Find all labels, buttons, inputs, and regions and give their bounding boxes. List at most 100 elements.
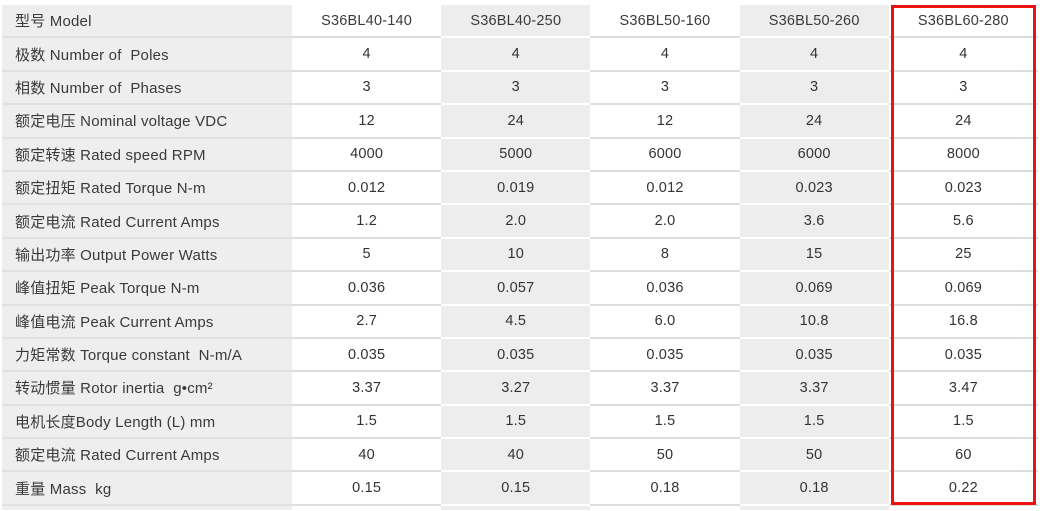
value-cell: 5	[292, 237, 442, 273]
value-cell: 50	[590, 438, 740, 473]
table-row: 额定电流 Rated Current Amps 1.2 2.0 2.0 3.6 5.6	[2, 204, 1038, 239]
value-cell: 2.0	[441, 204, 591, 239]
value-cell: 0.036	[292, 271, 442, 306]
value-cell: 3.37	[590, 371, 740, 406]
table-row: 额定电压 Nominal voltage VDC 12 24 12 24 24	[2, 104, 1038, 139]
header-model-cell: S36BL40-140	[292, 5, 442, 39]
value-cell: 4	[292, 37, 442, 72]
table-row: 额定电流 Rated Current Amps 40 40 50 50 60	[2, 438, 1038, 473]
row-label-cell: 电机长度Body Length (L) mm	[2, 404, 292, 440]
value-cell: 0.069	[888, 271, 1038, 306]
value-cell: 1.5	[590, 404, 740, 440]
value-cell: 25	[888, 237, 1038, 273]
value-cell: 8000	[888, 137, 1038, 172]
bottom-strip	[2, 504, 1038, 510]
bottom-strip-cell	[2, 504, 292, 510]
value-cell: 2.0	[590, 204, 740, 239]
value-cell: 10	[441, 237, 591, 273]
value-cell: 3	[292, 70, 442, 106]
value-cell: 1.2	[292, 204, 442, 239]
value-cell: 1.5	[292, 404, 442, 440]
value-cell: 15	[739, 237, 889, 273]
value-cell: 3.47	[888, 371, 1038, 406]
value-cell: 3	[441, 70, 591, 106]
value-cell: 5000	[441, 137, 591, 172]
header-row: 型号 Model S36BL40-140 S36BL40-250 S36BL50-16…	[2, 5, 1038, 39]
value-cell: 24	[739, 104, 889, 139]
header-model-cell: S36BL60-280	[888, 5, 1038, 39]
row-label-cell: 额定扭矩 Rated Torque N-m	[2, 170, 292, 206]
table-row: 电机长度Body Length (L) mm 1.5 1.5 1.5 1.5 1.5	[2, 404, 1038, 440]
value-cell: 6000	[590, 137, 740, 172]
value-cell: 40	[292, 438, 442, 473]
value-cell: 3	[590, 70, 740, 106]
value-cell: 1.5	[441, 404, 591, 440]
motor-spec-table: 型号 Model S36BL40-140 S36BL40-250 S36BL50-16…	[2, 5, 1038, 510]
value-cell: 3.27	[441, 371, 591, 406]
value-cell: 0.057	[441, 271, 591, 306]
row-label-cell: 额定电压 Nominal voltage VDC	[2, 104, 292, 139]
value-cell: 4.5	[441, 304, 591, 339]
value-cell: 0.036	[590, 271, 740, 306]
table-row: 力矩常数 Torque constant N-m/A 0.035 0.035 0.03…	[2, 337, 1038, 373]
value-cell: 4000	[292, 137, 442, 172]
table-row: 极数 Number of Poles 4 4 4 4 4	[2, 37, 1038, 72]
value-cell: 0.069	[739, 271, 889, 306]
value-cell: 0.035	[590, 337, 740, 373]
value-cell: 0.15	[292, 471, 442, 506]
table-row: 输出功率 Output Power Watts 5 10 8 15 25	[2, 237, 1038, 273]
header-model-cell: S36BL40-250	[441, 5, 591, 39]
table-row: 峰值扭矩 Peak Torque N-m 0.036 0.057 0.036 0.069…	[2, 271, 1038, 306]
value-cell: 6000	[739, 137, 889, 172]
bottom-strip-cell	[292, 504, 442, 510]
value-cell: 1.5	[739, 404, 889, 440]
value-cell: 0.035	[441, 337, 591, 373]
value-cell: 3	[739, 70, 889, 106]
row-label-cell: 额定电流 Rated Current Amps	[2, 438, 292, 473]
value-cell: 12	[292, 104, 442, 139]
value-cell: 0.035	[739, 337, 889, 373]
value-cell: 4	[888, 37, 1038, 72]
value-cell: 0.023	[739, 170, 889, 206]
value-cell: 0.035	[292, 337, 442, 373]
row-label-cell: 转动惯量 Rotor inertia g•cm²	[2, 371, 292, 406]
value-cell: 60	[888, 438, 1038, 473]
value-cell: 8	[590, 237, 740, 273]
header-model-cell: S36BL50-260	[739, 5, 889, 39]
value-cell: 6.0	[590, 304, 740, 339]
value-cell: 4	[590, 37, 740, 72]
value-cell: 0.019	[441, 170, 591, 206]
header-label-cell: 型号 Model	[2, 5, 292, 39]
bottom-strip-cell	[739, 504, 889, 510]
value-cell: 12	[590, 104, 740, 139]
value-cell: 0.012	[292, 170, 442, 206]
value-cell: 0.22	[888, 471, 1038, 506]
value-cell: 0.15	[441, 471, 591, 506]
row-label-cell: 峰值扭矩 Peak Torque N-m	[2, 271, 292, 306]
row-label-cell: 力矩常数 Torque constant N-m/A	[2, 337, 292, 373]
value-cell: 1.5	[888, 404, 1038, 440]
value-cell: 3.6	[739, 204, 889, 239]
table-row: 额定扭矩 Rated Torque N-m 0.012 0.019 0.012 0.02…	[2, 170, 1038, 206]
row-label-cell: 极数 Number of Poles	[2, 37, 292, 72]
row-label-cell: 相数 Number of Phases	[2, 70, 292, 106]
bottom-strip-cell	[441, 504, 591, 510]
row-label-cell: 重量 Mass kg	[2, 471, 292, 506]
table-row: 峰值电流 Peak Current Amps 2.7 4.5 6.0 10.8 16.8	[2, 304, 1038, 339]
value-cell: 3	[888, 70, 1038, 106]
table-row: 重量 Mass kg 0.15 0.15 0.18 0.18 0.22	[2, 471, 1038, 506]
value-cell: 16.8	[888, 304, 1038, 339]
value-cell: 4	[739, 37, 889, 72]
value-cell: 24	[441, 104, 591, 139]
value-cell: 4	[441, 37, 591, 72]
value-cell: 0.023	[888, 170, 1038, 206]
value-cell: 0.012	[590, 170, 740, 206]
value-cell: 0.18	[590, 471, 740, 506]
value-cell: 0.035	[888, 337, 1038, 373]
row-label-cell: 峰值电流 Peak Current Amps	[2, 304, 292, 339]
value-cell: 3.37	[739, 371, 889, 406]
value-cell: 50	[739, 438, 889, 473]
value-cell: 5.6	[888, 204, 1038, 239]
row-label-cell: 额定转速 Rated speed RPM	[2, 137, 292, 172]
